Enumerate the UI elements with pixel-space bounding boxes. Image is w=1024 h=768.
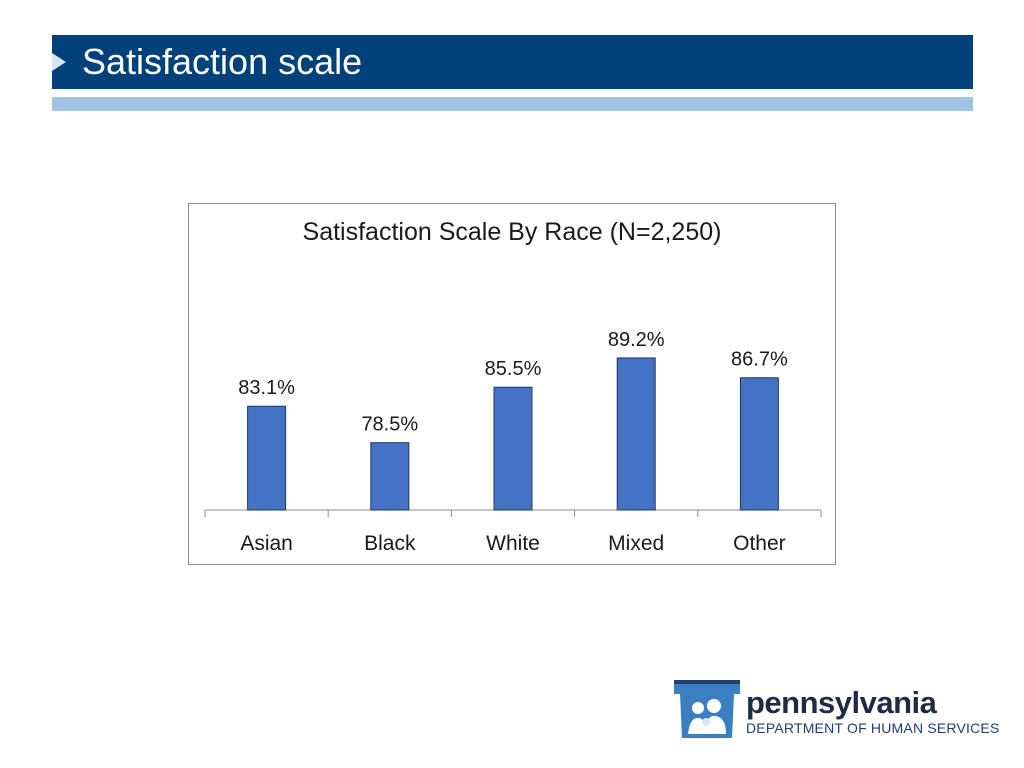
bar-black xyxy=(370,442,410,511)
x-tick-label: Mixed xyxy=(608,532,664,555)
data-label: 83.1% xyxy=(238,377,295,399)
pennsylvania-keystone-logo xyxy=(674,680,740,738)
data-label: 86.7% xyxy=(731,349,788,371)
bar-mixed xyxy=(616,357,656,511)
bar-other xyxy=(739,377,779,511)
slide-title: Satisfaction scale xyxy=(82,41,363,82)
bar-chart: Satisfaction Scale By Race (N=2,250) 83.… xyxy=(188,203,836,565)
data-label: 89.2% xyxy=(608,329,665,351)
data-label: 78.5% xyxy=(361,414,418,436)
chart-plot-area: 83.1% Asian 78.5% Black 85.5% White 89.2% Mixed… xyxy=(204,329,822,555)
data-label: 85.5% xyxy=(485,358,542,380)
title-arrow-icon xyxy=(52,53,66,71)
x-tick-label: White xyxy=(486,532,540,555)
bar-asian xyxy=(247,405,287,511)
x-tick-label: Asian xyxy=(240,532,293,555)
bar-white xyxy=(493,386,533,511)
logo-wordmark: pennsylvania xyxy=(746,685,937,720)
chart-title: Satisfaction Scale By Race (N=2,250) xyxy=(302,218,722,246)
x-tick-label: Other xyxy=(733,532,786,555)
x-tick-label: Black xyxy=(364,532,416,555)
slide-title-bar: Satisfaction scale xyxy=(52,35,973,89)
title-underline xyxy=(52,97,973,111)
logo-subtitle: DEPARTMENT OF HUMAN SERVICES xyxy=(746,720,1000,736)
